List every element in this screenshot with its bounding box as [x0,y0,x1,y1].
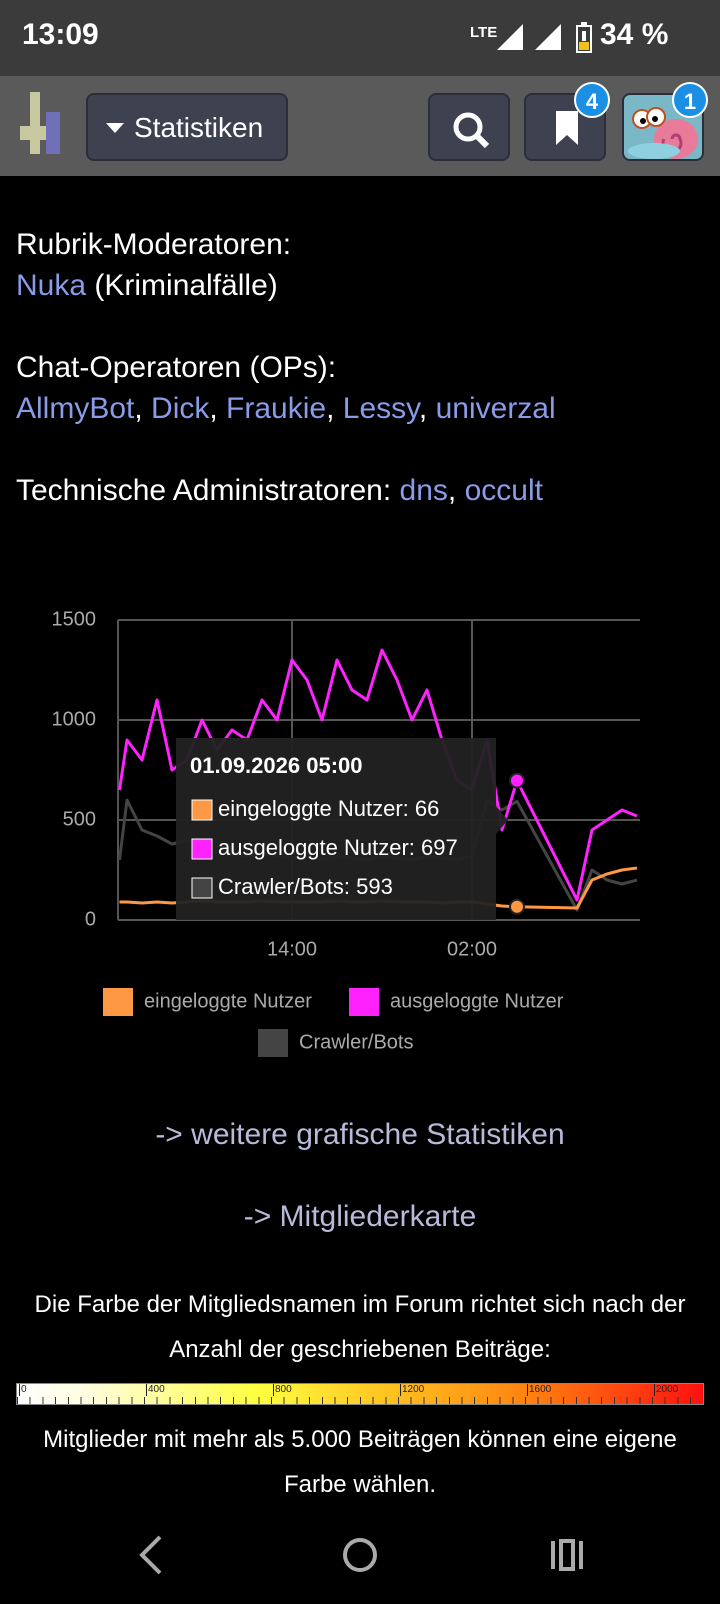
y-tick-label: 1000 [52,708,97,730]
section: Rubrik-Moderatoren: Nuka (Kriminalfälle) [16,224,706,306]
site-logo[interactable] [20,92,64,156]
back-button[interactable] [139,1535,162,1575]
text: Technische Administratoren: [16,474,400,507]
tooltip-swatch [191,877,213,899]
menu-button[interactable]: Statistiken [86,93,288,161]
toolbar: Statistiken 4 1 [0,76,720,176]
legend-label: ausgeloggte Nutzer [390,990,564,1012]
y-tick-label: 500 [63,808,96,830]
y-tick-label: 0 [85,908,96,930]
scale-label: 400 [146,1384,165,1396]
tooltip-item: Crawler/Bots: 593 [218,874,393,899]
text: , [418,392,436,425]
text-line: Nuka (Kriminalfälle) [16,265,706,306]
scale-label: 0 [19,1384,27,1396]
tooltip-title: 01.09.2026 05:00 [190,753,363,778]
user-link[interactable]: occult [464,474,543,507]
bookmark-icon [556,111,578,145]
legend-label: Crawler/Bots [299,1031,413,1053]
avatar [628,107,698,159]
text-line: Technische Administratoren: dns, occult [16,470,706,511]
section: Chat-Operatoren (OPs): AllmyBot, Dick, Fr… [16,347,706,429]
text-line: Rubrik-Moderatoren: [16,224,706,265]
search-button[interactable] [428,93,510,161]
tooltip-item: eingeloggte Nutzer: 66 [218,796,439,821]
battery-level: 34 % [600,18,669,51]
scale-label: 800 [273,1384,292,1396]
y-tick-label: 1500 [52,608,97,630]
link[interactable]: -> weitere grafische Statistiken [155,1118,565,1151]
chart: 0 500 1000 1500 14:00 02:00 01.09.2026 05:00 ei… [52,608,640,1057]
tooltip-box [176,738,496,920]
link[interactable]: -> Mitgliederkarte [243,1200,477,1233]
color-note: Die Farbe der Mitgliedsnamen im Forum ri… [34,1291,686,1363]
user-link[interactable]: Fraukie [226,392,327,425]
status-bar: 13:09 LTE 34 % [0,0,720,76]
search-icon [453,112,490,149]
highlight-point [509,898,525,915]
tooltip-arrow [496,806,508,834]
battery-icon [576,22,592,53]
user-link[interactable]: Nuka [16,269,87,302]
text: , [209,392,227,425]
tooltip-swatch [191,838,213,860]
custom-color-note: Mitglieder mit mehr als 5.000 Beiträgen … [43,1426,677,1498]
text: Chat-Operatoren (OPs): [16,351,337,384]
scale-ticks [17,1397,703,1404]
menu-label: Statistiken [134,112,264,143]
tooltip: 01.09.2026 05:00 eingeloggte Nutzer: 66 au… [176,738,508,920]
clock: 13:09 [22,18,99,51]
signal-icons [497,24,561,50]
bookmarks-badge: 4 [574,82,610,118]
text: , [326,392,343,425]
text-line: Chat-Operatoren (OPs): [16,347,706,388]
team-list: Rubrik-Moderatoren: Nuka (Kriminalfälle) C… [16,224,706,552]
text: , [134,392,152,425]
text: Rubrik-Moderatoren: [16,228,292,261]
legend-swatch [349,988,379,1016]
x-tick-label: 02:00 [447,938,497,960]
dropdown-arrow [106,123,124,133]
scale-label: 1200 [400,1384,425,1396]
tooltip-swatch [191,799,213,821]
user-link[interactable]: univerzal [435,392,556,425]
home-button[interactable] [343,1538,377,1572]
user-link[interactable]: Dick [151,392,210,425]
tooltip-item: ausgeloggte Nutzer: 697 [218,835,458,860]
navigation-bar [139,1535,583,1575]
recents-button[interactable] [551,1539,583,1571]
legend-swatch [103,988,133,1016]
user-link[interactable]: AllmyBot [16,392,135,425]
legend-label: eingeloggte Nutzer [144,990,312,1012]
legend-swatch [258,1029,288,1057]
user-link[interactable]: Lessy [342,392,419,425]
color-scale: 0 400 800 1200 1600 2000 [16,1383,704,1405]
text-line: AllmyBot, Dick, Fraukie, Lessy, univerza… [16,388,706,429]
user-link[interactable]: dns [399,474,448,507]
profile-badge: 1 [672,82,708,118]
scale-label: 1600 [527,1384,552,1396]
scale-label: 2000 [654,1384,679,1396]
text: , [447,474,465,507]
section: Technische Administratoren: dns, occult [16,470,706,511]
text: (Kriminalfälle) [86,269,278,302]
highlight-point [509,772,525,789]
network-type: LTE [470,24,498,41]
x-tick-label: 14:00 [267,938,317,960]
